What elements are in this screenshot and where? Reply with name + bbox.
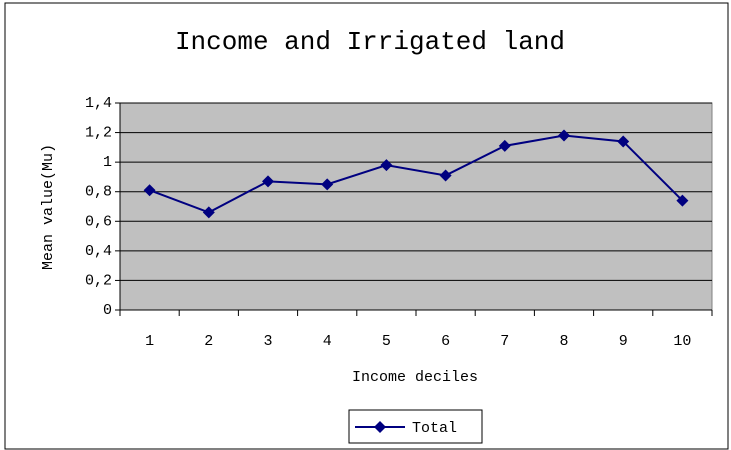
x-tick-label: 9 xyxy=(619,333,628,350)
x-tick-label: 4 xyxy=(323,333,332,350)
y-tick-label: 1,4 xyxy=(85,95,112,112)
data-point xyxy=(380,159,393,172)
x-tick-label: 7 xyxy=(500,333,509,350)
data-point xyxy=(321,178,334,191)
x-tick-label: 5 xyxy=(382,333,391,350)
legend-label: Total xyxy=(412,420,457,437)
data-point xyxy=(262,175,274,188)
data-point xyxy=(676,194,689,207)
x-tick-label: 2 xyxy=(204,333,213,350)
data-point xyxy=(558,129,570,142)
x-tick-label: 3 xyxy=(263,333,272,350)
x-tick-label: 1 xyxy=(145,333,154,350)
legend-marker xyxy=(374,421,386,433)
data-point xyxy=(617,135,630,148)
x-tick-label: 8 xyxy=(559,333,568,350)
y-axis-title: Mean value(Mu) xyxy=(40,144,57,270)
y-tick-label: 0,4 xyxy=(85,243,112,260)
data-point xyxy=(439,169,452,182)
chart-title: Income and Irrigated land xyxy=(175,27,565,57)
y-tick-label: 0 xyxy=(103,302,112,319)
x-axis-title: Income deciles xyxy=(352,369,478,386)
series-line xyxy=(149,134,684,214)
data-point xyxy=(202,206,215,219)
data-point xyxy=(498,139,511,152)
y-tick-label: 1,2 xyxy=(85,125,112,142)
x-tick-label: 10 xyxy=(673,333,691,350)
y-tick-label: 0,8 xyxy=(85,184,112,201)
data-point xyxy=(143,184,156,197)
x-tick-label: 6 xyxy=(441,333,450,350)
y-tick-label: 0,2 xyxy=(85,272,112,289)
y-tick-label: 1 xyxy=(103,154,112,171)
y-tick-label: 0,6 xyxy=(85,213,112,230)
